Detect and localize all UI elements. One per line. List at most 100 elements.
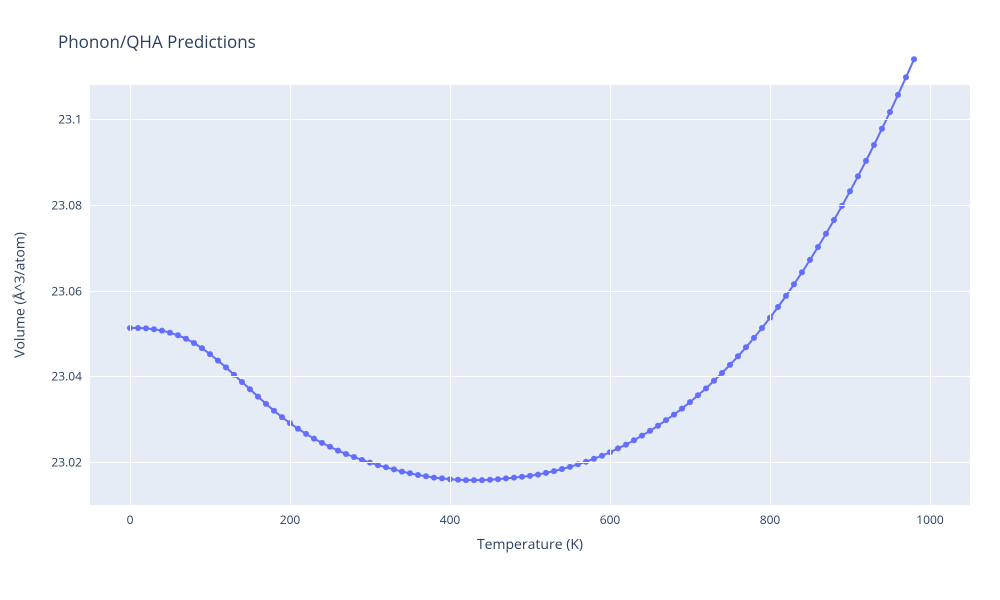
data-point[interactable] [559,466,565,472]
data-point[interactable] [207,351,213,357]
data-point[interactable] [783,293,789,299]
plot-area[interactable] [90,85,970,505]
data-point[interactable] [159,328,165,334]
data-point[interactable] [327,444,333,450]
data-point[interactable] [407,470,413,476]
data-point[interactable] [887,109,893,115]
data-point[interactable] [199,345,205,351]
data-point[interactable] [463,477,469,483]
data-point[interactable] [295,426,301,432]
y-tick-label: 23.06 [51,282,82,299]
data-point[interactable] [711,378,717,384]
data-point[interactable] [183,336,189,342]
data-point[interactable] [679,406,685,412]
data-point[interactable] [135,325,141,331]
data-point[interactable] [143,325,149,331]
data-point[interactable] [599,453,605,459]
data-point[interactable] [791,281,797,287]
data-point[interactable] [391,466,397,472]
data-point[interactable] [903,74,909,80]
data-point[interactable] [247,386,253,392]
data-point[interactable] [527,473,533,479]
data-point[interactable] [311,436,317,442]
data-point[interactable] [775,304,781,310]
data-point[interactable] [591,456,597,462]
data-point[interactable] [847,188,853,194]
data-point[interactable] [303,431,309,437]
data-point[interactable] [895,92,901,98]
data-point[interactable] [631,437,637,443]
data-point[interactable] [335,448,341,454]
data-point[interactable] [351,454,357,460]
data-point[interactable] [487,477,493,483]
data-point[interactable] [423,473,429,479]
data-point[interactable] [519,474,525,480]
y-gridline [90,205,970,206]
data-point[interactable] [535,472,541,478]
data-point[interactable] [687,399,693,405]
data-point[interactable] [511,475,517,481]
data-point[interactable] [879,126,885,132]
data-point[interactable] [727,362,733,368]
x-tick-label: 600 [600,511,621,528]
data-point[interactable] [263,401,269,407]
data-point[interactable] [567,464,573,470]
data-point[interactable] [871,142,877,148]
data-point[interactable] [279,414,285,420]
data-point[interactable] [823,231,829,237]
data-point[interactable] [703,385,709,391]
data-point[interactable] [543,470,549,476]
data-point[interactable] [239,379,245,385]
data-point[interactable] [759,325,765,331]
data-point[interactable] [751,335,757,341]
y-gridline [90,119,970,120]
x-gridline [930,85,931,505]
data-point[interactable] [639,433,645,439]
data-point[interactable] [479,477,485,483]
data-point[interactable] [215,358,221,364]
data-point[interactable] [799,269,805,275]
data-point[interactable] [735,353,741,359]
data-point[interactable] [271,408,277,414]
data-point[interactable] [175,332,181,338]
data-point[interactable] [383,464,389,470]
x-tick-label: 1000 [916,511,943,528]
data-point[interactable] [911,56,917,62]
data-point[interactable] [855,173,861,179]
data-point[interactable] [615,445,621,451]
data-point[interactable] [455,477,461,483]
data-point[interactable] [167,330,173,336]
data-point[interactable] [655,423,661,429]
data-point[interactable] [663,417,669,423]
data-point[interactable] [399,469,405,475]
data-point[interactable] [151,326,157,332]
data-point[interactable] [223,364,229,370]
data-point[interactable] [863,158,869,164]
data-point[interactable] [623,442,629,448]
data-point[interactable] [695,392,701,398]
x-gridline [770,85,771,505]
y-tick-label: 23.1 [58,111,82,128]
y-gridline [90,376,970,377]
data-point[interactable] [431,475,437,481]
data-point[interactable] [671,412,677,418]
y-tick-label: 23.02 [51,454,82,471]
data-point[interactable] [439,475,445,481]
x-gridline [290,85,291,505]
data-point[interactable] [743,344,749,350]
data-point[interactable] [647,428,653,434]
data-point[interactable] [551,468,557,474]
data-point[interactable] [831,217,837,223]
data-point[interactable] [807,257,813,263]
data-point[interactable] [415,472,421,478]
data-point[interactable] [815,244,821,250]
x-tick-label: 800 [760,511,781,528]
data-point[interactable] [319,440,325,446]
data-point[interactable] [503,475,509,481]
data-point[interactable] [191,340,197,346]
data-point[interactable] [343,451,349,457]
data-point[interactable] [471,477,477,483]
data-point[interactable] [255,394,261,400]
data-point[interactable] [495,476,501,482]
data-point[interactable] [719,370,725,376]
